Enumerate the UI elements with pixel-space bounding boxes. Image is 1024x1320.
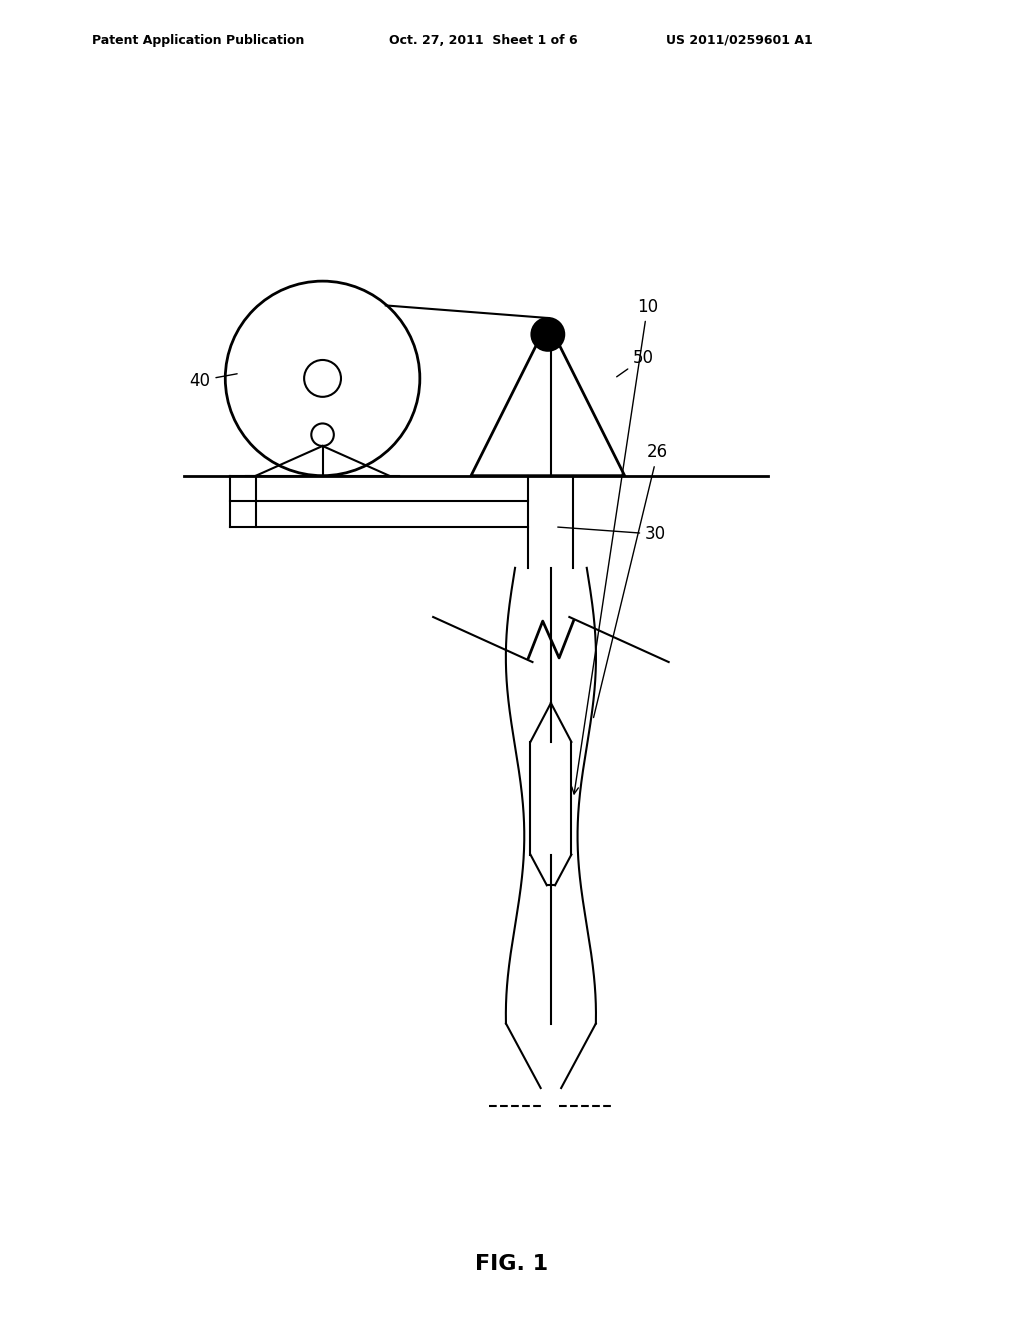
Text: 26: 26 [594, 444, 669, 718]
Text: 30: 30 [558, 525, 667, 543]
Text: Oct. 27, 2011  Sheet 1 of 6: Oct. 27, 2011 Sheet 1 of 6 [389, 33, 578, 46]
Text: US 2011/0259601 A1: US 2011/0259601 A1 [666, 33, 812, 46]
Text: FIG. 1: FIG. 1 [475, 1254, 549, 1274]
Text: Patent Application Publication: Patent Application Publication [92, 33, 304, 46]
Text: 10: 10 [571, 298, 658, 793]
Text: 50: 50 [616, 348, 654, 376]
Text: 40: 40 [189, 371, 238, 389]
Circle shape [531, 318, 564, 351]
